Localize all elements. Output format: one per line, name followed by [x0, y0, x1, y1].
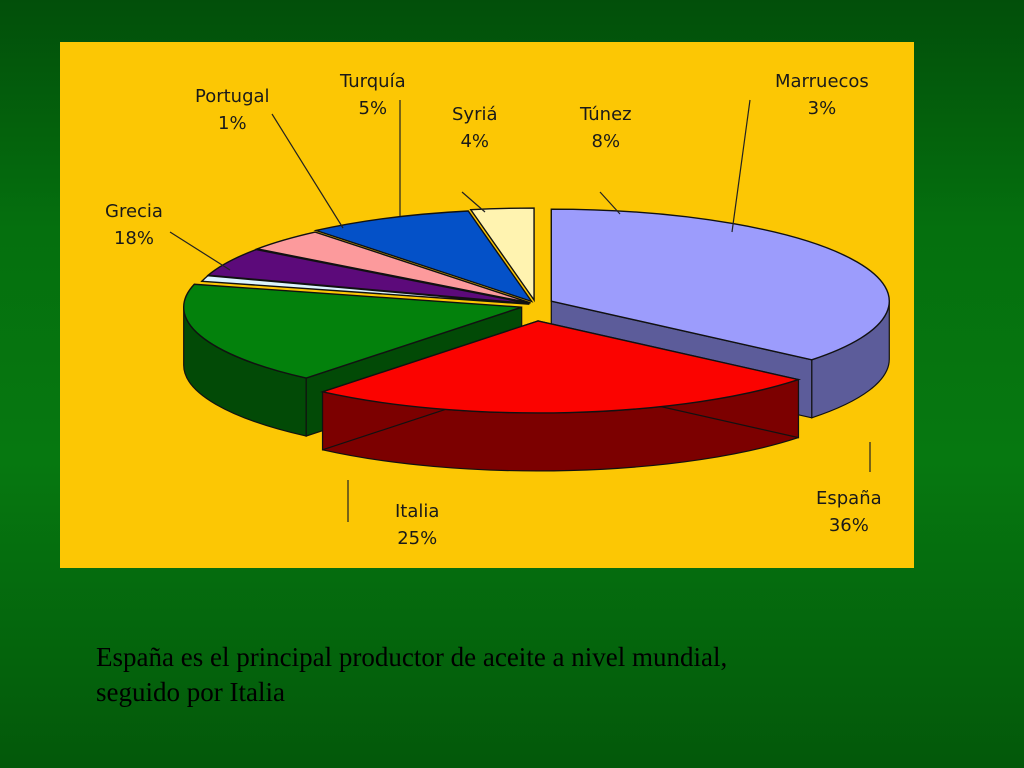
slide-caption: España es el principal productor de acei… — [96, 640, 956, 710]
slice-value-españa: 36% — [829, 515, 869, 536]
leader-line-portugal — [271, 113, 344, 229]
pie-slice-grecia — [183, 283, 522, 379]
slice-value-portugal: 1% — [218, 113, 247, 134]
slice-value-túnez: 8% — [592, 131, 621, 152]
leader-line-túnez — [599, 191, 621, 215]
slice-value-marruecos: 3% — [808, 98, 837, 119]
slice-value-grecia: 18% — [114, 228, 154, 249]
pie-chart-panel: España 36% Italia 25% Grecia 18% Portugal 1% Tur… — [60, 42, 914, 568]
leader-line-syriá — [461, 191, 486, 213]
pie-slice-syriá — [254, 231, 531, 304]
caption-line-2: seguido por Italia — [96, 677, 285, 707]
slice-label-marruecos: Marruecos — [775, 71, 869, 92]
pie-slice-túnez — [313, 210, 534, 303]
slice-value-syriá: 4% — [460, 131, 489, 152]
slice-label-turquía: Turquía — [339, 71, 406, 92]
slice-value-italia: 25% — [397, 528, 437, 549]
pie-slice-marruecos — [469, 207, 535, 303]
slice-value-turquía: 5% — [359, 98, 388, 119]
pie-slice-turquía — [206, 248, 530, 305]
pie-slice-italia — [319, 320, 802, 414]
pie-slice-españa — [550, 208, 890, 361]
slice-label-españa: España — [816, 488, 882, 509]
slice-label-syriá: Syriá — [452, 104, 498, 125]
slice-label-grecia: Grecia — [105, 201, 163, 222]
leader-line-marruecos — [731, 99, 751, 233]
slice-label-portugal: Portugal — [195, 86, 270, 107]
slice-label-túnez: Túnez — [579, 104, 632, 125]
pie-chart: España 36% Italia 25% Grecia 18% Portugal 1% Tur… — [105, 71, 890, 549]
caption-line-1: España es el principal productor de acei… — [96, 642, 728, 672]
slice-label-italia: Italia — [395, 501, 439, 522]
leader-line-grecia — [169, 231, 231, 271]
